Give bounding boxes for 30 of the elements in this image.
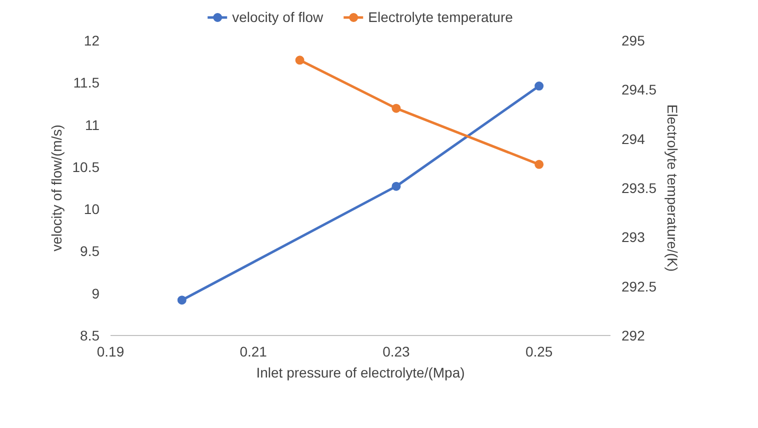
x-tick-label: 0.23 — [382, 344, 410, 360]
y2-axis-title: Electrolyte temperature/(K) — [664, 104, 681, 272]
y-tick-label: 11.5 — [73, 74, 100, 91]
y2-tick-label: 292 — [622, 328, 646, 344]
y2-tick-label: 295 — [622, 32, 646, 48]
point — [392, 182, 401, 191]
x-tick-label: 0.19 — [96, 344, 124, 360]
y2-tick-label: 292.5 — [622, 278, 657, 294]
y-tick-label: 10.5 — [72, 158, 100, 175]
point — [392, 104, 401, 113]
legend-label: velocity of flow — [232, 9, 324, 25]
point — [534, 160, 544, 169]
point — [295, 56, 304, 65]
y2-tick-label: 294.5 — [622, 82, 657, 98]
y2-tick-label: 294 — [622, 130, 646, 147]
x-tick-label: 0.21 — [240, 344, 268, 360]
x-tick-label: 0.25 — [525, 344, 553, 360]
legend-label: Electrolyte temperature — [368, 9, 513, 25]
y-tick-label: 9 — [92, 285, 100, 302]
y2-tick-label: 293.5 — [622, 180, 657, 196]
y2-tick-label: 293 — [622, 229, 646, 246]
point — [177, 296, 186, 305]
y-tick-label: 11 — [84, 116, 100, 133]
y-axis-title: velocity of flow/(m/s) — [48, 124, 64, 252]
x-axis-title: Inlet pressure of electrolyte/(Mpa) — [256, 364, 465, 380]
y-tick-label: 9.5 — [80, 243, 100, 260]
y-tick-label: 12 — [84, 32, 100, 48]
point — [534, 82, 544, 91]
y-tick-label: 10 — [84, 201, 100, 218]
y-tick-label: 8.5 — [80, 328, 100, 344]
